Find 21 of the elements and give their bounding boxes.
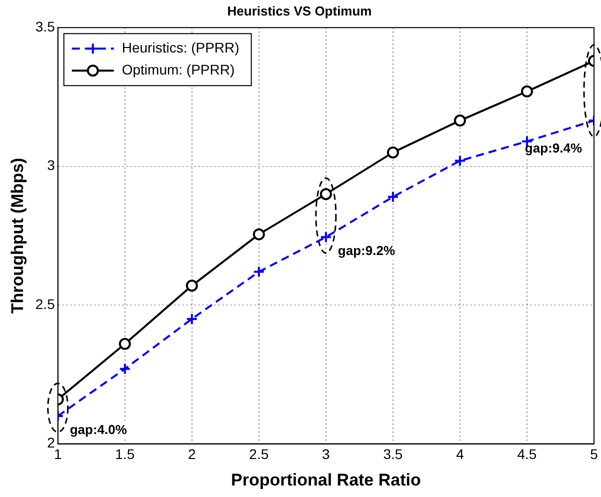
y-axis-title: Throughput (Mbps) — [8, 158, 27, 314]
x-axis-title: Proportional Rate Ratio — [231, 470, 421, 490]
y-tick-label: 3 — [47, 157, 56, 174]
legend-label: Heuristics: (PPRR) — [122, 39, 240, 56]
x-tick-label: 3 — [322, 446, 330, 462]
y-tick-label: 2.5 — [35, 296, 56, 312]
annotation: gap:9.2% — [338, 243, 396, 258]
x-tick-label: 2 — [188, 446, 196, 462]
x-tick-label: 2.5 — [249, 446, 269, 462]
y-tick-label: 2 — [47, 434, 56, 451]
x-tick-label: 5 — [590, 446, 598, 462]
chart-title: Heuristics VS Optimum — [227, 3, 372, 18]
x-tick-label: 1 — [54, 446, 62, 462]
annotation: gap:4.0% — [70, 422, 128, 438]
legend-label: Optimum: (PPRR) — [122, 61, 235, 78]
y-tick-label: 3.5 — [35, 18, 56, 34]
x-tick-label: 1.5 — [115, 446, 135, 462]
x-tick-label: 4.5 — [517, 446, 537, 462]
x-tick-label: 3.5 — [383, 446, 403, 462]
x-tick-label: 4 — [456, 446, 464, 462]
annotation: gap:9.4% — [524, 140, 582, 156]
